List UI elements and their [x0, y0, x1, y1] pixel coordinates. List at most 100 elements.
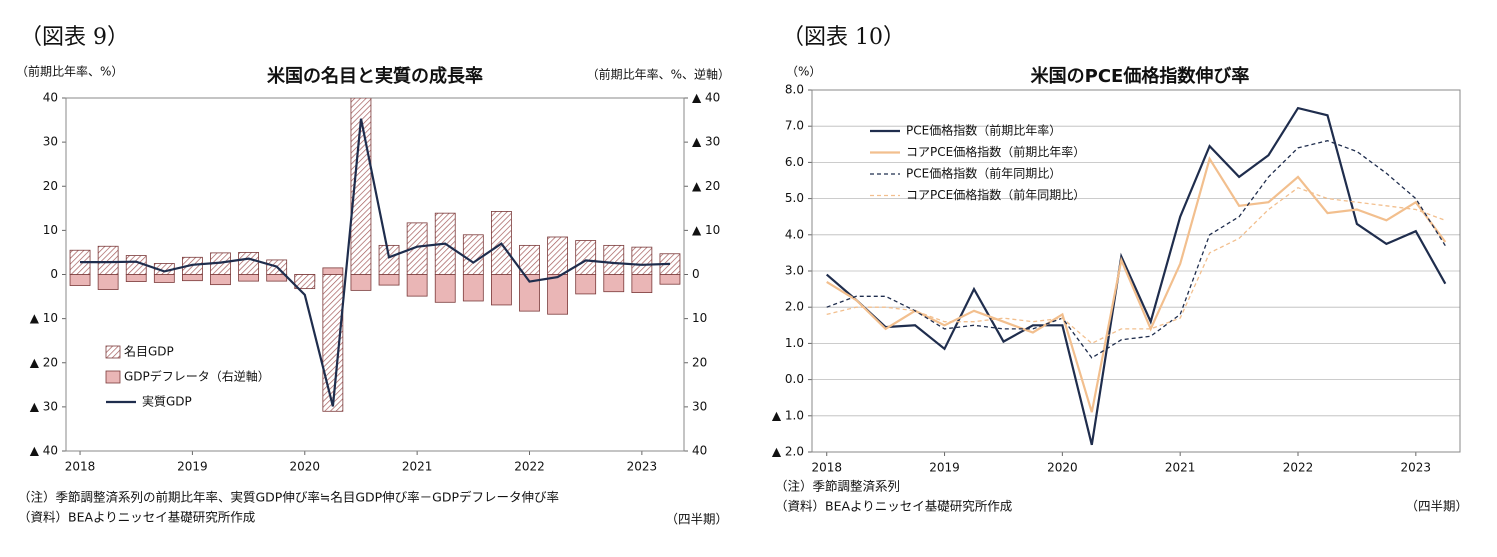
- y2-axis-label: （前期比年率、%、逆軸）: [587, 67, 730, 82]
- bar: [406, 222, 428, 275]
- y-axis-label: （前期比年率、%）: [16, 64, 123, 79]
- y-tick-label: 6.0: [785, 155, 804, 169]
- x-tick-label: 2023: [1401, 461, 1432, 475]
- legend-label: コアPCE価格指数（前期比年率）: [906, 144, 1085, 159]
- bar: [462, 274, 484, 302]
- x-tick-label: 2019: [929, 461, 960, 475]
- plot-border: [65, 97, 685, 452]
- y2-tick-label: ▲ 40: [692, 91, 720, 105]
- y-tick-label: ▲ 20: [30, 355, 58, 369]
- legend-swatch: [105, 370, 121, 384]
- note: （資料）BEAよりニッセイ基礎研究所作成: [18, 510, 255, 525]
- figure-label: （図表 9）: [20, 25, 129, 50]
- legend-label: PCE価格指数（前期比年率）: [906, 123, 1061, 138]
- legend-label: PCE価格指数（前年同期比）: [906, 166, 1061, 181]
- y-tick-label: 7.0: [785, 119, 804, 133]
- plot-area: [825, 106, 1447, 446]
- y-tick-label: ▲ 40: [30, 444, 58, 458]
- bar: [659, 274, 681, 285]
- y-tick-label: 3.0: [785, 264, 804, 278]
- note: （注）季節調整済系列: [775, 479, 900, 494]
- bar: [491, 274, 512, 306]
- y-tick-label: ▲ 10: [30, 311, 58, 325]
- x-tick-label: 2020: [1047, 461, 1078, 475]
- x-tick-label: 2019: [177, 460, 208, 474]
- bar: [322, 267, 344, 275]
- bar: [519, 244, 540, 275]
- y2-tick-label: 40: [692, 444, 707, 458]
- bar: [406, 274, 428, 297]
- bar: [125, 274, 147, 282]
- x-tick-label: 2020: [289, 460, 320, 474]
- bar: [547, 236, 568, 275]
- legend-label: 名目GDP: [124, 344, 174, 359]
- bar: [575, 240, 597, 275]
- y-tick-label: 4.0: [785, 227, 804, 241]
- legend-swatch: [105, 345, 121, 359]
- y-tick-label: 1.0: [785, 336, 804, 350]
- bar: [97, 274, 119, 290]
- y2-tick-label: ▲ 30: [692, 135, 720, 149]
- y-tick-label: 30: [43, 135, 58, 149]
- plot-area: [69, 98, 681, 412]
- bar: [603, 274, 625, 293]
- y-tick-label: 0.0: [785, 372, 804, 386]
- bar: [462, 234, 484, 275]
- x-unit-label: （四半期）: [665, 512, 728, 527]
- x-tick-label: 2023: [627, 460, 658, 474]
- y2-tick-label: 0: [692, 267, 700, 281]
- y-tick-label: 2.0: [785, 300, 804, 314]
- y-tick-label: ▲ 30: [30, 399, 58, 413]
- bar: [378, 244, 400, 275]
- y-axis-label: （%）: [786, 65, 821, 79]
- line-series: [826, 156, 1447, 413]
- bar: [266, 274, 288, 282]
- bar: [575, 274, 597, 295]
- y-tick-label: ▲ 2.0: [772, 445, 804, 459]
- bar: [631, 246, 653, 275]
- bar: [69, 274, 91, 286]
- bar: [210, 274, 231, 286]
- bar: [238, 252, 259, 275]
- bar: [434, 274, 456, 303]
- chart-title: 米国の名目と実質の成長率: [267, 65, 483, 87]
- line-series: [80, 118, 671, 407]
- y-tick-label: 10: [43, 223, 58, 237]
- x-tick-label: 2021: [1165, 461, 1196, 475]
- bar: [378, 274, 400, 286]
- figure-label: （図表 10）: [782, 25, 905, 50]
- line-series: [826, 186, 1446, 345]
- bar: [238, 274, 259, 282]
- y2-tick-label: 20: [692, 355, 707, 369]
- bar: [350, 274, 372, 291]
- plot-border: [811, 89, 1461, 453]
- chart-title: 米国のPCE価格指数伸び率: [1031, 65, 1250, 87]
- y-tick-label: 5.0: [785, 191, 804, 205]
- legend-label: 実質GDP: [142, 394, 192, 409]
- bar: [547, 274, 568, 315]
- bar: [322, 274, 344, 412]
- y2-tick-label: ▲ 20: [692, 179, 720, 193]
- bar: [97, 245, 119, 275]
- y-tick-label: 20: [43, 179, 58, 193]
- x-tick-label: 2018: [65, 460, 96, 474]
- y2-tick-label: 30: [692, 399, 707, 413]
- line-series: [825, 106, 1447, 446]
- bar: [294, 274, 316, 290]
- note: （注）季節調整済系列の前期比年率、実質GDP伸び率≒名目GDP伸び率－GDPデフ…: [18, 490, 559, 505]
- bar: [182, 274, 203, 282]
- bar: [631, 274, 653, 293]
- bar: [153, 274, 175, 283]
- x-tick-label: 2021: [402, 460, 433, 474]
- x-tick-label: 2018: [811, 461, 842, 475]
- x-unit-label: （四半期）: [1405, 499, 1468, 514]
- y2-tick-label: 10: [692, 311, 707, 325]
- legend-label: GDPデフレータ（右逆軸）: [124, 369, 270, 384]
- bar: [603, 244, 625, 275]
- y2-tick-label: ▲ 10: [692, 223, 720, 237]
- y-tick-label: 8.0: [785, 83, 804, 97]
- y-tick-label: 0: [50, 267, 58, 281]
- note: （資料）BEAよりニッセイ基礎研究所作成: [775, 499, 1012, 514]
